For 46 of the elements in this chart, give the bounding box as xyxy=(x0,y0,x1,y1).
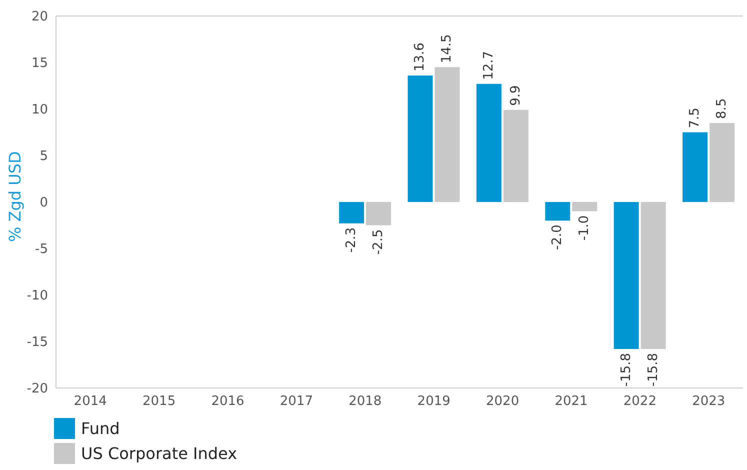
data-label: -1.0 xyxy=(577,215,592,241)
data-label: 9.9 xyxy=(508,85,524,106)
y-tick-label: 20 xyxy=(31,10,48,25)
x-tick-label: 2015 xyxy=(142,394,176,410)
x-tick-label: 2019 xyxy=(417,394,450,410)
x-tick-label: 2022 xyxy=(623,394,656,410)
bar xyxy=(366,202,392,226)
y-tick-label: -20 xyxy=(26,382,48,397)
data-label: 12.7 xyxy=(481,50,496,80)
data-label: -15.8 xyxy=(646,352,661,387)
x-tick-label: 2023 xyxy=(692,394,726,410)
x-tick-label: 2014 xyxy=(74,394,107,410)
data-label: 13.6 xyxy=(412,42,428,72)
bar xyxy=(408,76,433,202)
x-tick-label: 2016 xyxy=(211,394,244,410)
data-label: -15.8 xyxy=(618,352,634,387)
y-axis-title: % Zgd USD xyxy=(6,151,25,242)
legend-label: US Corporate Index xyxy=(81,443,238,465)
y-tick-label: 5 xyxy=(40,149,48,164)
bar xyxy=(614,202,639,349)
bar xyxy=(682,132,708,202)
bar xyxy=(640,202,666,349)
data-label: -2.5 xyxy=(371,229,386,255)
bar xyxy=(545,202,570,221)
bar xyxy=(434,67,460,202)
legend-label: Fund xyxy=(81,418,120,440)
x-tick-label: 2021 xyxy=(554,394,588,410)
bar xyxy=(572,202,598,212)
data-label: -2.0 xyxy=(550,224,566,250)
y-tick-label: -5 xyxy=(35,242,48,258)
bar xyxy=(503,110,528,202)
x-tick-label: 2017 xyxy=(280,394,313,410)
bar xyxy=(476,84,502,202)
y-tick-label: 15 xyxy=(31,56,48,72)
x-tick-label: 2018 xyxy=(348,394,382,410)
x-tick-label: 2020 xyxy=(486,394,520,410)
y-tick-label: 0 xyxy=(40,196,48,211)
data-label: 14.5 xyxy=(440,34,455,64)
y-tick-label: -10 xyxy=(26,288,48,304)
y-tick-label: -15 xyxy=(26,335,48,350)
data-label: -2.3 xyxy=(344,227,360,253)
data-label: 8.5 xyxy=(714,98,730,119)
data-label: 7.5 xyxy=(688,108,703,128)
bar xyxy=(710,122,735,202)
bar xyxy=(339,202,364,224)
y-tick-label: 10 xyxy=(31,102,48,118)
